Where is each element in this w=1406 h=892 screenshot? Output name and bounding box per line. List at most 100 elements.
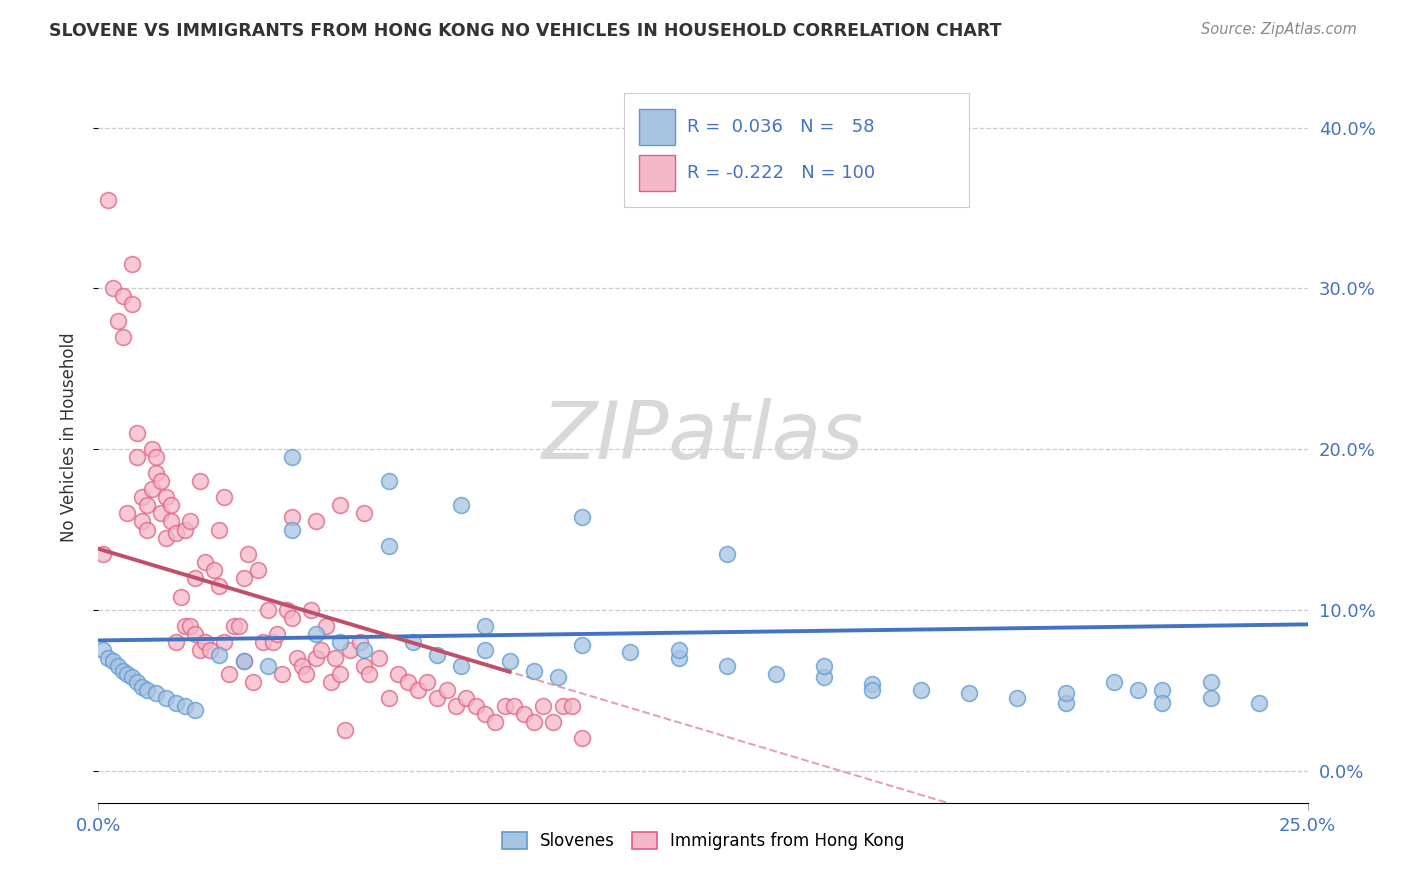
Point: [135, 683, 157, 698]
Point: [155, 531, 177, 545]
Point: [242, 675, 264, 690]
Point: [1249, 696, 1271, 710]
Bar: [638, 110, 675, 145]
Point: [285, 651, 308, 665]
Point: [339, 643, 361, 657]
Point: [107, 659, 129, 673]
Text: R = -0.222   N = 100: R = -0.222 N = 100: [688, 164, 876, 182]
Point: [184, 702, 207, 716]
Point: [232, 571, 254, 585]
Point: [188, 475, 211, 489]
Point: [387, 667, 409, 681]
Point: [1199, 675, 1222, 690]
Point: [204, 563, 226, 577]
Point: [155, 491, 177, 505]
Point: [860, 677, 883, 691]
Point: [194, 635, 217, 649]
Point: [561, 699, 583, 714]
Point: [127, 450, 149, 465]
Point: [619, 645, 641, 659]
Point: [179, 619, 201, 633]
Point: [160, 499, 183, 513]
Point: [127, 675, 149, 690]
Point: [377, 691, 399, 706]
Point: [299, 603, 322, 617]
Text: ZIPatlas: ZIPatlas: [541, 398, 865, 476]
Point: [160, 515, 183, 529]
Y-axis label: No Vehicles in Household: No Vehicles in Household: [59, 332, 77, 542]
Point: [266, 627, 288, 641]
Point: [377, 539, 399, 553]
Point: [450, 659, 472, 673]
Point: [309, 643, 332, 657]
Point: [503, 699, 526, 714]
Point: [117, 667, 139, 681]
Point: [1054, 696, 1077, 710]
Point: [276, 603, 298, 617]
Point: [474, 643, 496, 657]
Point: [121, 257, 143, 271]
Point: [359, 667, 381, 681]
Point: [238, 547, 260, 561]
Point: [165, 525, 187, 540]
Bar: [638, 155, 675, 191]
Point: [145, 467, 167, 481]
Point: [541, 715, 564, 730]
Point: [212, 635, 235, 649]
Point: [174, 699, 197, 714]
Point: [426, 691, 449, 706]
Point: [135, 523, 157, 537]
Point: [281, 450, 304, 465]
Point: [571, 509, 593, 524]
Point: [668, 651, 690, 665]
Point: [523, 715, 546, 730]
Point: [396, 675, 419, 690]
Point: [446, 699, 468, 714]
Point: [668, 643, 690, 657]
Point: [281, 611, 304, 625]
Point: [523, 664, 546, 678]
Point: [91, 547, 114, 561]
Point: [484, 715, 506, 730]
Point: [101, 281, 124, 295]
Point: [188, 643, 211, 657]
Point: [305, 627, 328, 641]
Point: [111, 329, 134, 343]
Point: [131, 680, 153, 694]
Point: [281, 523, 304, 537]
Point: [208, 648, 231, 662]
Point: [813, 670, 835, 684]
Point: [208, 523, 231, 537]
Point: [150, 475, 173, 489]
Point: [194, 555, 217, 569]
Point: [198, 643, 221, 657]
Point: [319, 675, 342, 690]
Point: [169, 590, 191, 604]
Point: [329, 667, 352, 681]
Point: [247, 563, 270, 577]
Point: [1007, 691, 1029, 706]
Point: [329, 635, 352, 649]
Point: [174, 523, 197, 537]
Point: [1152, 683, 1174, 698]
Point: [111, 289, 134, 303]
Point: [1054, 686, 1077, 700]
Text: Source: ZipAtlas.com: Source: ZipAtlas.com: [1201, 22, 1357, 37]
Point: [101, 654, 124, 668]
Point: [1102, 675, 1125, 690]
Point: [127, 425, 149, 440]
Point: [402, 635, 425, 649]
Point: [218, 667, 240, 681]
Point: [150, 507, 173, 521]
Point: [111, 664, 134, 678]
Point: [121, 297, 143, 311]
Point: [212, 491, 235, 505]
Point: [464, 699, 486, 714]
Point: [494, 699, 516, 714]
Point: [222, 619, 245, 633]
Point: [551, 699, 574, 714]
Point: [305, 515, 328, 529]
Point: [141, 442, 163, 457]
Point: [571, 638, 593, 652]
Point: [141, 483, 163, 497]
